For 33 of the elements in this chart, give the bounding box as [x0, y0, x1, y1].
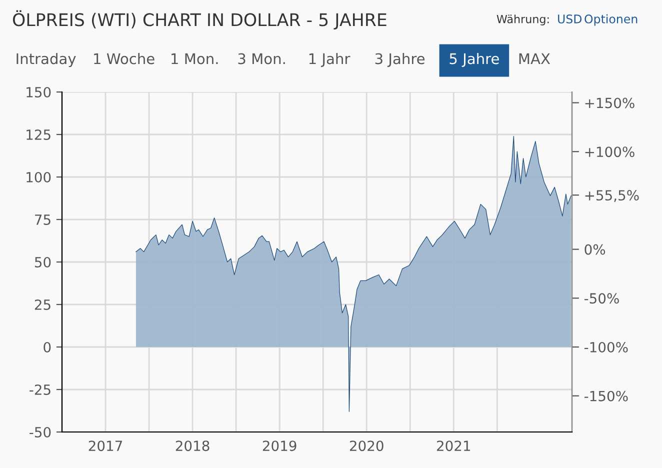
y-tick-label: -25 — [30, 384, 50, 395]
y-tick-label: 100 — [26, 172, 51, 182]
y-tick-label: 150 — [26, 86, 51, 98]
x-tick-label: 2020 — [350, 440, 384, 452]
x-tick-label: 2021 — [436, 440, 470, 452]
y2-tick-label: 0% — [584, 244, 606, 255]
text: Optionen — [584, 14, 638, 26]
y2-tick-label: +100% — [585, 146, 634, 158]
y2-tick-label: -100% — [584, 342, 628, 352]
x-tick-label: 2018 — [176, 440, 210, 452]
y-tick-label: -50 — [30, 426, 51, 438]
y-tick-label: 25 — [34, 299, 50, 310]
y-tick-label: 75 — [35, 214, 50, 225]
y2-tick-label: +55,5% — [585, 190, 639, 202]
y2-tick-label: +150% — [585, 98, 634, 108]
x-tick-label: 2019 — [262, 440, 296, 452]
text: Währung: — [496, 14, 549, 26]
text: 1 Jahr — [309, 52, 350, 67]
y-tick-label: 50 — [34, 256, 51, 268]
y2-tick-label: -150% — [584, 390, 628, 402]
text: 1 Mon. — [172, 53, 218, 64]
y-tick-label: 125 — [26, 129, 50, 140]
text: 1 Woche — [94, 52, 154, 64]
text: 3 Jahre — [375, 52, 425, 67]
text: Intraday — [16, 52, 76, 68]
chart-title: ÖLPREIS (WTI) CHART IN DOLLAR - 5 JAHRE — [12, 10, 386, 30]
y-tick-label: 0 — [44, 342, 51, 352]
text: 3 Mon. — [238, 53, 285, 64]
y2-tick-label: -50% — [584, 293, 619, 304]
text: 5 Jahre — [450, 52, 499, 67]
text: MAX — [519, 53, 550, 64]
text: USD — [558, 14, 582, 24]
x-tick-label: 2017 — [88, 440, 122, 452]
